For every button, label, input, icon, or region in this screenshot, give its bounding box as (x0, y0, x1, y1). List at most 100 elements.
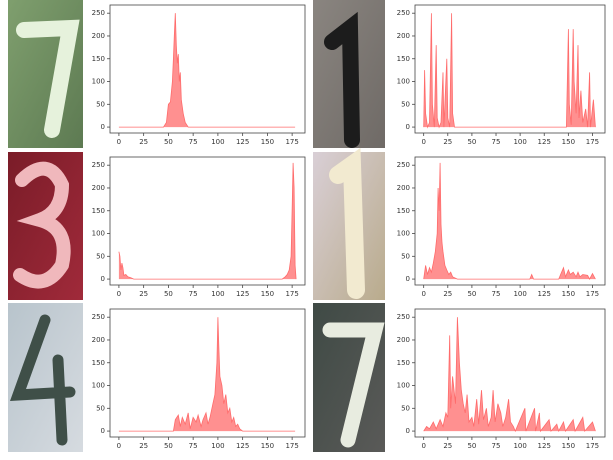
x-tick-label: 25 (139, 442, 148, 450)
y-tick-label: 150 (92, 359, 105, 367)
y-tick-label: 200 (397, 32, 410, 40)
x-tick-label: 100 (211, 138, 224, 146)
x-tick-label: 25 (443, 442, 452, 450)
plot-frame (109, 156, 306, 286)
x-tick-label: 150 (261, 138, 274, 146)
x-tick-label: 150 (261, 290, 274, 298)
x-tick-label: 175 (285, 138, 298, 146)
x-tick-label: 75 (189, 290, 198, 298)
y-tick-label: 250 (397, 9, 410, 17)
y-tick-label: 50 (96, 404, 105, 412)
y-tick-label: 0 (101, 275, 105, 283)
x-tick-label: 0 (117, 290, 121, 298)
plot-frame (414, 156, 606, 286)
y-tick-label: 200 (92, 336, 105, 344)
x-tick-label: 50 (467, 290, 476, 298)
y-tick-label: 200 (92, 184, 105, 192)
histogram-area (423, 13, 596, 128)
y-tick-label: 200 (92, 32, 105, 40)
x-tick-label: 50 (164, 290, 173, 298)
digit-image (313, 0, 385, 148)
y-tick-label: 0 (406, 123, 410, 131)
x-tick-label: 100 (513, 442, 526, 450)
y-tick-label: 100 (397, 230, 410, 238)
histogram-line (423, 13, 596, 129)
y-tick-label: 100 (92, 382, 105, 390)
plot-frame (109, 4, 306, 134)
x-tick-label: 100 (211, 290, 224, 298)
x-tick-label: 150 (261, 442, 274, 450)
x-tick-label: 175 (285, 442, 298, 450)
histogram-line (118, 317, 296, 432)
y-tick-label: 100 (397, 78, 410, 86)
x-tick-label: 50 (164, 138, 173, 146)
x-tick-label: 100 (211, 442, 224, 450)
x-tick-label: 125 (538, 290, 551, 298)
x-tick-label: 25 (443, 290, 452, 298)
y-tick-label: 250 (92, 161, 105, 169)
x-tick-label: 75 (189, 442, 198, 450)
x-tick-label: 25 (139, 138, 148, 146)
y-tick-label: 50 (96, 100, 105, 108)
digit-image (8, 152, 83, 300)
y-tick-label: 0 (101, 427, 105, 435)
y-tick-label: 250 (92, 9, 105, 17)
histogram-line (423, 317, 596, 433)
digit-image (8, 0, 83, 148)
y-tick-label: 100 (92, 78, 105, 86)
y-tick-label: 150 (92, 207, 105, 215)
histogram-line (118, 13, 296, 128)
y-tick-label: 50 (401, 100, 410, 108)
x-tick-label: 75 (492, 138, 501, 146)
x-tick-label: 150 (562, 290, 575, 298)
x-tick-label: 125 (236, 138, 249, 146)
x-tick-label: 175 (285, 290, 298, 298)
y-tick-label: 50 (401, 252, 410, 260)
digit-image (8, 303, 83, 452)
x-tick-label: 175 (586, 290, 599, 298)
x-tick-label: 75 (492, 290, 501, 298)
x-tick-label: 125 (236, 290, 249, 298)
x-tick-label: 50 (467, 442, 476, 450)
x-tick-label: 0 (421, 442, 425, 450)
y-tick-label: 150 (397, 359, 410, 367)
x-tick-label: 175 (586, 442, 599, 450)
digit-image (313, 303, 385, 452)
y-tick-label: 250 (397, 161, 410, 169)
x-tick-label: 175 (586, 138, 599, 146)
digit-image (313, 147, 385, 300)
x-tick-label: 50 (164, 442, 173, 450)
x-tick-label: 0 (421, 290, 425, 298)
x-tick-label: 125 (538, 138, 551, 146)
x-tick-label: 25 (443, 138, 452, 146)
y-tick-label: 150 (92, 55, 105, 63)
y-tick-label: 0 (101, 123, 105, 131)
y-tick-label: 50 (401, 404, 410, 412)
y-tick-label: 100 (397, 382, 410, 390)
x-tick-label: 75 (492, 442, 501, 450)
y-tick-label: 50 (96, 252, 105, 260)
y-tick-label: 250 (397, 313, 410, 321)
plot-frame (109, 308, 306, 438)
y-tick-label: 0 (406, 275, 410, 283)
y-tick-label: 200 (397, 336, 410, 344)
x-tick-label: 100 (513, 290, 526, 298)
y-tick-label: 100 (92, 230, 105, 238)
histogram-area (423, 162, 596, 280)
x-tick-label: 0 (117, 138, 121, 146)
y-tick-label: 0 (406, 427, 410, 435)
x-tick-label: 150 (562, 138, 575, 146)
x-tick-label: 50 (467, 138, 476, 146)
histogram-line (423, 162, 596, 280)
x-tick-label: 0 (117, 442, 121, 450)
x-tick-label: 25 (139, 290, 148, 298)
y-tick-label: 150 (397, 207, 410, 215)
x-tick-label: 100 (513, 138, 526, 146)
x-tick-label: 125 (236, 442, 249, 450)
x-tick-label: 125 (538, 442, 551, 450)
y-tick-label: 200 (397, 184, 410, 192)
y-tick-label: 250 (92, 313, 105, 321)
histogram-line (118, 162, 297, 280)
x-tick-label: 150 (562, 442, 575, 450)
